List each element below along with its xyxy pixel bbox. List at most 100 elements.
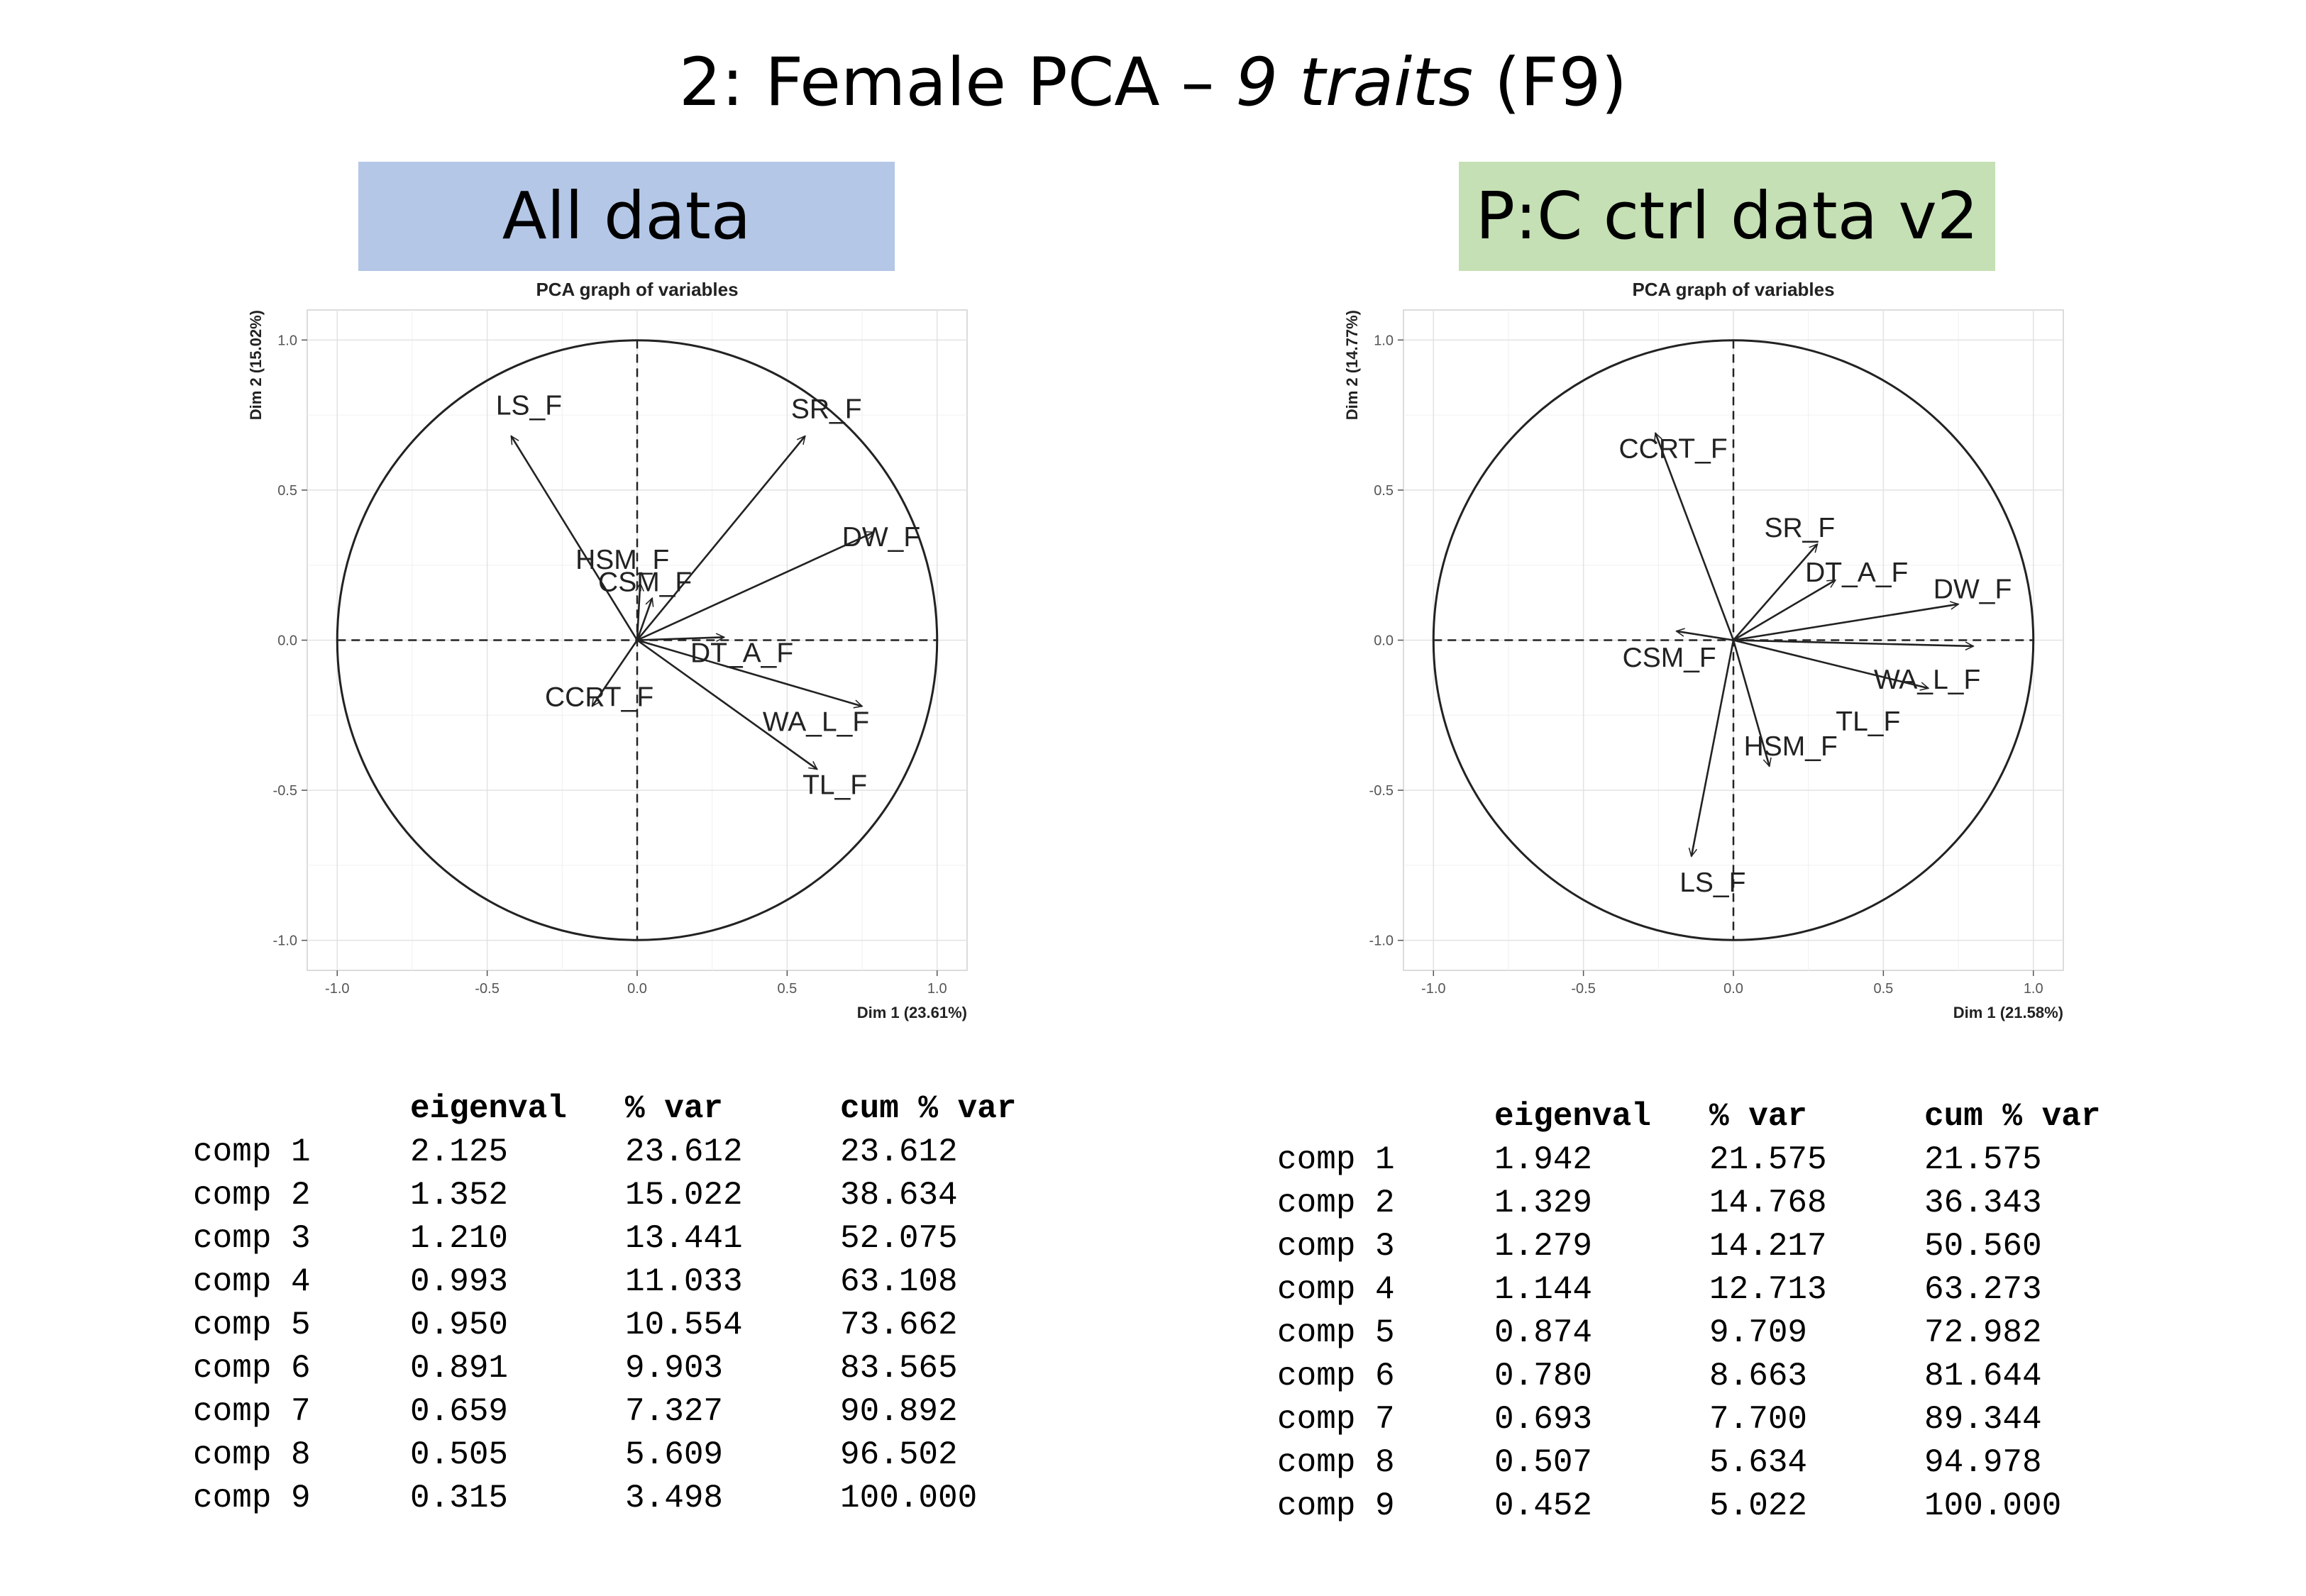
title-italic: 9 traits <box>1235 44 1474 121</box>
arrow-sr-f <box>636 436 805 641</box>
chart-title: PCA graph of variables <box>536 279 738 300</box>
y-axis-label: Dim 2 (14.77%) <box>1343 310 1361 420</box>
label-hsm-f: HSM_F <box>575 545 669 575</box>
y-tick-label: -1.0 <box>1369 933 1394 949</box>
pca-chart-all-data: -1.0 -0.5 0.0 0.5 1.0 -1.0 -0.5 0.0 0.5 1.0 LS_F SR… <box>247 279 968 1021</box>
table-cell: 0.891 <box>410 1349 509 1387</box>
table-cell: comp 6 <box>193 1349 311 1387</box>
table-row: comp 6 0.780 8.663 81.644 <box>1277 1354 2151 1397</box>
table-cell: 14.768 <box>1709 1184 1827 1221</box>
table-cell: 0.780 <box>1494 1357 1593 1395</box>
arrow-csm-f <box>1677 631 1734 641</box>
x-tick-label: -0.5 <box>475 981 499 997</box>
x-tick-label: 0.0 <box>627 981 647 997</box>
table-row: comp 5 0.950 10.554 73.662 <box>193 1303 1067 1346</box>
table-cell: 38.634 <box>840 1176 958 1214</box>
label-ls-f: LS_F <box>1679 868 1745 898</box>
label-wa-l-f: WA_L_F <box>1874 665 1980 695</box>
label-wa-l-f: WA_L_F <box>763 707 869 738</box>
y-tick-label: 0.0 <box>1374 633 1394 649</box>
x-tick-label: -0.5 <box>1571 981 1595 997</box>
table-cell: 100.000 <box>1924 1487 2062 1524</box>
table-cell: comp 2 <box>1277 1184 1395 1221</box>
arrow-hsm-f <box>637 583 640 641</box>
arrow-dt-a-f <box>636 637 724 640</box>
chart-title: PCA graph of variables <box>1632 279 1834 300</box>
table-cell: comp 9 <box>1277 1487 1395 1524</box>
arrow-hsm-f <box>1732 640 1770 767</box>
slide-title: 2: Female PCA – 9 traits (F9) <box>0 44 2306 121</box>
table-cell: 1.942 <box>1494 1141 1593 1178</box>
table-cell: 2.125 <box>410 1133 509 1170</box>
arrow-dw-f <box>636 532 874 641</box>
table-cell: 52.075 <box>840 1219 958 1257</box>
y-axis-label: Dim 2 (15.02%) <box>247 310 265 420</box>
label-csm-f: CSM_F <box>1623 643 1716 673</box>
table-cell: 1.210 <box>410 1219 509 1257</box>
table-cell: 89.344 <box>1924 1400 2042 1438</box>
label-tl-f: TL_F <box>1836 706 1900 737</box>
y-tick-label: 0.5 <box>1374 483 1394 499</box>
table-cell: 1.279 <box>1494 1227 1593 1265</box>
table-cell: 94.978 <box>1924 1443 2042 1481</box>
column-header: cum % var <box>840 1090 1017 1127</box>
table-row: comp 4 0.993 11.033 63.108 <box>193 1260 1067 1303</box>
table-cell: 13.441 <box>625 1219 743 1257</box>
arrow-ccrt-f <box>1655 433 1735 641</box>
table-cell: 5.022 <box>1709 1487 1808 1524</box>
title-suffix: (F9) <box>1473 44 1628 121</box>
table-cell: comp 1 <box>1277 1141 1395 1178</box>
table-cell: comp 6 <box>1277 1357 1395 1395</box>
table-row: comp 8 0.507 5.634 94.978 <box>1277 1441 2151 1484</box>
label-dw-f: DW_F <box>842 522 921 553</box>
table-header-row: eigenval % var cum % var <box>193 1087 1067 1130</box>
table-row: comp 3 1.210 13.441 52.075 <box>193 1217 1067 1260</box>
table-cell: 23.612 <box>840 1133 958 1170</box>
table-cell: comp 9 <box>193 1479 311 1517</box>
x-tick-label: 1.0 <box>927 981 947 997</box>
table-row: comp 9 0.452 5.022 100.000 <box>1277 1484 2151 1527</box>
table-cell: 0.693 <box>1494 1400 1593 1438</box>
table-cell: 0.950 <box>410 1306 509 1343</box>
table-cell: 63.108 <box>840 1263 958 1300</box>
table-cell: 21.575 <box>1924 1141 2042 1178</box>
table-cell: 50.560 <box>1924 1227 2042 1265</box>
label-ccrt-f: CCRT_F <box>545 682 653 713</box>
table-cell: 1.329 <box>1494 1184 1593 1221</box>
column-header: % var <box>625 1090 724 1127</box>
y-tick-label: -0.5 <box>1369 783 1394 799</box>
table-row: comp 8 0.505 5.609 96.502 <box>193 1433 1067 1476</box>
table-cell: 73.662 <box>840 1306 958 1343</box>
eigenvalue-table-all-data: eigenval % var cum % var comp 1 2.125 23.612 2… <box>193 1087 1067 1519</box>
table-cell: comp 1 <box>193 1133 311 1170</box>
table-cell: 3.498 <box>625 1479 724 1517</box>
y-tick-label: 1.0 <box>277 333 297 348</box>
label-ccrt-f: CCRT_F <box>1619 434 1728 465</box>
table-cell: 0.507 <box>1494 1443 1593 1481</box>
column-header: cum % var <box>1924 1097 2101 1135</box>
table-cell: 5.609 <box>625 1436 724 1473</box>
x-tick-label: -1.0 <box>325 981 349 997</box>
table-cell: 0.452 <box>1494 1487 1593 1524</box>
panel-label-pc-ctrl: P:C ctrl data v2 <box>1459 162 1995 271</box>
table-header-row: eigenval % var cum % var <box>1277 1095 2151 1138</box>
column-header <box>1277 1095 1494 1138</box>
table-cell: 36.343 <box>1924 1184 2042 1221</box>
column-header: eigenval <box>1494 1097 1651 1135</box>
table-row: comp 2 1.329 14.768 36.343 <box>1277 1181 2151 1224</box>
table-cell: 15.022 <box>625 1176 743 1214</box>
table-cell: 96.502 <box>840 1436 958 1473</box>
table-cell: 63.273 <box>1924 1270 2042 1308</box>
arrow-ccrt-f <box>591 639 639 706</box>
table-cell: 7.700 <box>1709 1400 1808 1438</box>
arrow-sr-f <box>1733 544 1817 641</box>
label-dw-f: DW_F <box>1933 575 2012 605</box>
x-tick-label: 0.5 <box>777 981 797 997</box>
y-tick-label: 0.5 <box>277 483 297 499</box>
table-row: comp 7 0.659 7.327 90.892 <box>193 1390 1067 1433</box>
table-cell: 1.352 <box>410 1176 509 1214</box>
y-tick-label: 1.0 <box>1374 333 1394 348</box>
table-cell: 72.982 <box>1924 1314 2042 1351</box>
label-dt-a-f: DT_A_F <box>1805 558 1908 588</box>
arrow-dw-f <box>1733 604 1958 641</box>
